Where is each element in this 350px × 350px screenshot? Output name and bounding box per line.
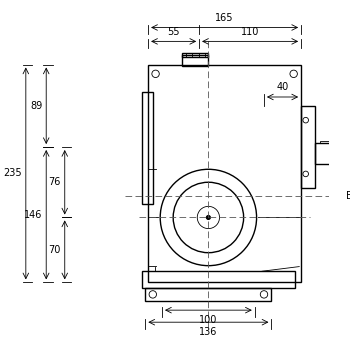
Bar bbox=[142, 92, 153, 204]
Bar bbox=[182, 55, 208, 66]
Bar bbox=[320, 141, 329, 144]
Text: 146: 146 bbox=[24, 210, 42, 220]
Text: 136: 136 bbox=[199, 327, 218, 337]
Bar bbox=[142, 271, 295, 288]
Bar bbox=[148, 64, 301, 282]
Text: 89: 89 bbox=[30, 101, 42, 111]
Bar bbox=[315, 144, 343, 164]
Text: 165: 165 bbox=[215, 13, 234, 23]
Text: B: B bbox=[345, 191, 350, 201]
Text: 40: 40 bbox=[276, 82, 289, 92]
Text: 100: 100 bbox=[199, 315, 218, 325]
Bar bbox=[145, 288, 271, 301]
Text: 110: 110 bbox=[241, 27, 259, 37]
Text: 235: 235 bbox=[4, 168, 22, 178]
Circle shape bbox=[206, 216, 210, 219]
Text: 55: 55 bbox=[167, 27, 180, 37]
Bar bbox=[301, 106, 315, 188]
Bar bbox=[182, 52, 208, 57]
Text: 70: 70 bbox=[49, 245, 61, 255]
Text: 76: 76 bbox=[49, 177, 61, 187]
